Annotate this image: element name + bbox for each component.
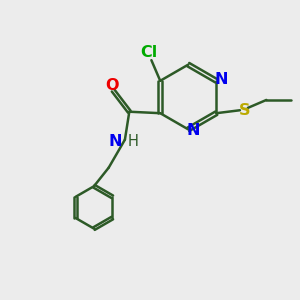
- Text: N: N: [187, 123, 200, 138]
- Text: Cl: Cl: [140, 45, 157, 60]
- Text: S: S: [238, 103, 250, 118]
- Text: N: N: [109, 134, 122, 149]
- Text: O: O: [105, 78, 119, 93]
- Text: N: N: [215, 72, 228, 87]
- Text: H: H: [128, 134, 139, 149]
